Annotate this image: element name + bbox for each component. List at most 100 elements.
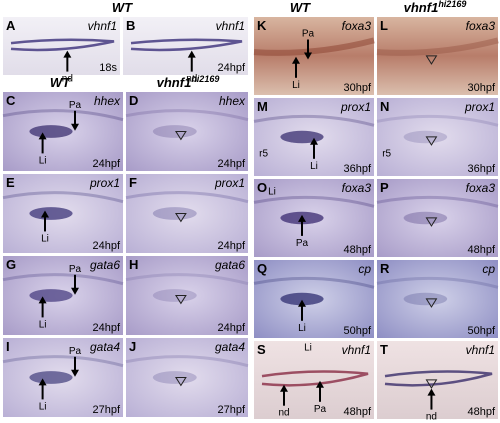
tissue-edge (2, 109, 124, 122)
stage: 50hpf (343, 325, 371, 337)
panel-image (377, 341, 498, 419)
open-arrowhead (174, 130, 187, 141)
panel-letter: R (380, 261, 390, 276)
header: WT (112, 0, 133, 15)
gene-name: vhnf1 (342, 343, 371, 357)
gene-name: cp (358, 262, 371, 276)
structure-label: Li (39, 155, 47, 166)
open-arrowhead (174, 212, 187, 223)
gene-name: vhnf1 (466, 343, 495, 357)
gene-name: foxa3 (342, 19, 372, 33)
duct-structure (261, 370, 369, 387)
tissue-edge (125, 273, 249, 286)
panel-letter: D (129, 93, 138, 108)
panel-letter: C (6, 93, 16, 108)
tissue-edge (376, 195, 499, 208)
gene: vhnf1 (404, 0, 439, 15)
structure-label: Li (39, 401, 47, 412)
structure-label: Pa (69, 264, 82, 275)
gene-name: foxa3 (466, 19, 496, 33)
gene-name: gata6 (215, 258, 245, 272)
structure-label: Pa (69, 346, 82, 357)
structure-label: Li (268, 187, 276, 198)
arrowhead (71, 369, 79, 377)
panel-image (377, 179, 498, 257)
stage: 30hpf (343, 82, 371, 94)
stage: 24hpf (92, 240, 120, 252)
stage: 24hpf (217, 62, 245, 74)
gene-name: vhnf1 (88, 19, 117, 33)
panel-letter: P (380, 180, 389, 195)
stage: 18s (99, 62, 117, 74)
structure-label: Li (39, 319, 47, 330)
arrowhead (304, 52, 312, 60)
structure-label: Pa (314, 404, 327, 415)
stage: 24hpf (92, 322, 120, 334)
open-arrowhead (174, 294, 187, 305)
header: vhnf1hi2169 (157, 74, 220, 90)
gene-name: foxa3 (466, 181, 496, 195)
structure-label: Pa (296, 238, 309, 249)
arrowhead (316, 380, 324, 388)
structure-label: Li (41, 233, 49, 244)
open-arrowhead (174, 376, 187, 387)
panel-image (377, 260, 498, 338)
stage: 48hpf (467, 244, 495, 256)
panel-letter: M (257, 99, 268, 114)
structure-label: r5 (259, 149, 268, 160)
arrowhead (280, 384, 288, 392)
panel-image (123, 17, 248, 75)
panel-letter: I (6, 339, 10, 354)
tissue-edge (376, 276, 499, 289)
stain (29, 289, 73, 302)
panel-letter: O (257, 180, 267, 195)
stain (280, 130, 324, 144)
structure-label: Pa (302, 29, 315, 40)
stain (29, 371, 73, 384)
header: vhnf1hi2169 (404, 0, 467, 15)
stain (403, 211, 448, 225)
stage: 27hpf (217, 404, 245, 416)
structure-label: Li (310, 161, 318, 172)
stage: 48hpf (343, 406, 371, 418)
tissue-edge (253, 276, 375, 289)
duct-structure (130, 38, 243, 52)
panel-image (377, 17, 498, 95)
gene-name: vhnf1 (216, 19, 245, 33)
stage: 24hpf (217, 322, 245, 334)
open-arrowhead (425, 217, 438, 227)
open-arrowhead (425, 379, 438, 389)
stain (29, 207, 73, 220)
arrowhead (187, 50, 196, 58)
tissue-edge (253, 195, 375, 208)
panel-letter: F (129, 175, 137, 190)
arrowhead (298, 214, 306, 222)
gut-structure (253, 37, 375, 56)
gene-name: gata4 (90, 340, 120, 354)
panel-letter: B (126, 18, 135, 33)
arrowhead (38, 296, 47, 304)
gene-name: gata4 (215, 340, 245, 354)
stain (29, 125, 73, 138)
panel-image (254, 17, 374, 95)
arrowhead (41, 210, 49, 218)
panel-image (377, 98, 498, 176)
panel-letter: N (380, 99, 389, 114)
duct-structure (10, 38, 115, 52)
gene-name: prox1 (214, 176, 245, 190)
structure-label: r5 (382, 149, 391, 160)
gene-name: prox1 (464, 100, 495, 114)
